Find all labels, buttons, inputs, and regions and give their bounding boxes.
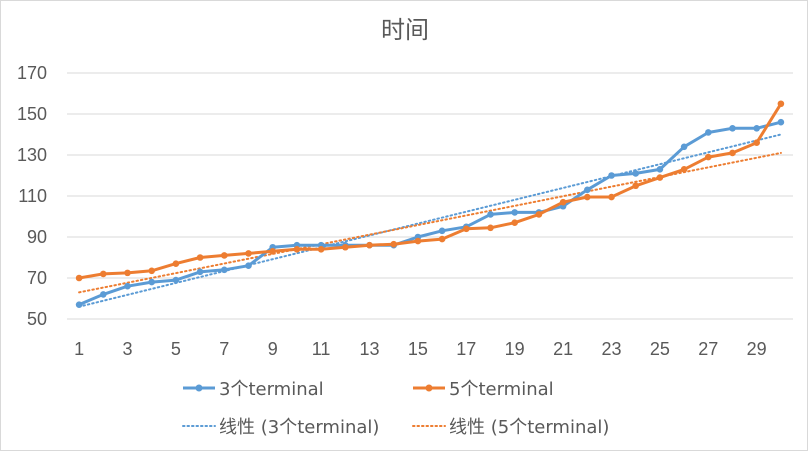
data-point: [366, 241, 373, 249]
x-tick-label: 25: [650, 339, 670, 359]
data-point: [124, 282, 131, 290]
y-axis-tick-labels: 50 70 90 110 130 150 170: [17, 63, 47, 329]
data-point: [487, 224, 494, 232]
data-point: [75, 274, 83, 282]
data-point: [196, 268, 204, 276]
y-tick-label: 90: [27, 227, 47, 247]
legend-item: 3个terminal: [183, 379, 324, 400]
data-point: [100, 291, 107, 298]
data-point: [511, 209, 518, 216]
legend-item: 5个terminal: [413, 379, 554, 400]
data-point: [487, 211, 494, 218]
x-tick-label: 1: [74, 339, 84, 359]
data-point: [221, 252, 228, 259]
data-point: [705, 129, 712, 136]
y-tick-label: 170: [17, 63, 47, 83]
data-point: [317, 246, 325, 253]
legend-item: 线性 (3个terminal): [182, 417, 379, 438]
data-point: [584, 193, 591, 201]
data-point: [245, 250, 252, 257]
x-tick-label: 7: [219, 339, 229, 359]
data-point: [680, 166, 688, 173]
data-point: [632, 170, 639, 177]
data-point: [172, 260, 180, 267]
data-point: [777, 100, 785, 108]
data-point: [729, 149, 736, 157]
trendlines: [78, 133, 782, 308]
x-axis-tick-labels: 1 3 5 7 9 11 13 15 17 19 21 23 25 27 29: [74, 339, 767, 359]
legend-marker: [425, 384, 433, 392]
x-tick-label: 27: [698, 339, 718, 359]
x-tick-label: 5: [171, 339, 181, 359]
data-point: [293, 246, 301, 253]
data-point: [438, 235, 446, 243]
x-tick-label: 15: [408, 339, 428, 359]
data-point: [390, 240, 398, 248]
data-point: [535, 211, 543, 218]
gridlines: [67, 72, 793, 320]
legend-label: 3个terminal: [219, 379, 324, 400]
x-tick-label: 29: [747, 339, 767, 359]
data-point: [584, 186, 591, 194]
y-tick-label: 110: [18, 186, 47, 206]
data-point: [269, 248, 277, 255]
x-tick-label: 19: [505, 339, 525, 359]
legend-label: 线性 (3个terminal): [219, 417, 379, 438]
series-group: [75, 118, 785, 308]
data-point: [414, 237, 422, 245]
data-point: [608, 172, 615, 179]
data-point: [511, 219, 518, 226]
data-point: [680, 143, 688, 151]
x-tick-label: 17: [456, 339, 476, 359]
data-point: [221, 266, 228, 274]
data-point: [245, 262, 252, 270]
chart-title: 时间: [381, 16, 429, 44]
data-point: [124, 269, 131, 277]
data-point: [196, 254, 204, 261]
data-point: [438, 227, 446, 235]
data-point: [148, 278, 155, 286]
data-point: [608, 193, 615, 201]
x-tick-label: 9: [268, 339, 278, 359]
x-tick-label: 21: [553, 339, 573, 359]
data-point: [777, 118, 785, 126]
legend-item: 线性 (5个terminal): [412, 417, 609, 438]
data-point: [100, 270, 107, 278]
y-tick-label: 70: [27, 268, 47, 288]
series-lines: [75, 100, 785, 308]
y-tick-label: 130: [17, 145, 47, 165]
trendline: [78, 151, 782, 294]
x-tick-label: 11: [312, 339, 331, 359]
data-point: [753, 125, 760, 132]
data-point: [463, 225, 470, 233]
y-tick-label: 150: [17, 104, 47, 124]
series-line: [78, 103, 783, 280]
data-point: [656, 166, 664, 173]
y-tick-label: 50: [27, 309, 47, 329]
data-point: [148, 267, 155, 275]
legend-label: 5个terminal: [449, 379, 554, 400]
data-point: [342, 243, 349, 251]
data-point: [656, 174, 664, 181]
data-point: [75, 301, 83, 308]
legend: 3个terminal 5个terminal 线性 (3个terminal) 线性 (5…: [182, 379, 609, 438]
legend-label: 线性 (5个terminal): [449, 417, 609, 438]
legend-marker: [195, 384, 203, 392]
data-point: [705, 153, 712, 161]
series-group: [75, 100, 785, 282]
x-tick-label: 13: [359, 339, 379, 359]
x-tick-label: 3: [122, 339, 132, 359]
series-line: [78, 120, 782, 306]
x-tick-label: 23: [601, 339, 621, 359]
data-point: [632, 182, 639, 190]
data-point: [559, 198, 567, 206]
data-point: [172, 276, 180, 284]
data-point: [753, 139, 760, 146]
trendline: [78, 133, 782, 308]
data-point: [729, 125, 736, 132]
